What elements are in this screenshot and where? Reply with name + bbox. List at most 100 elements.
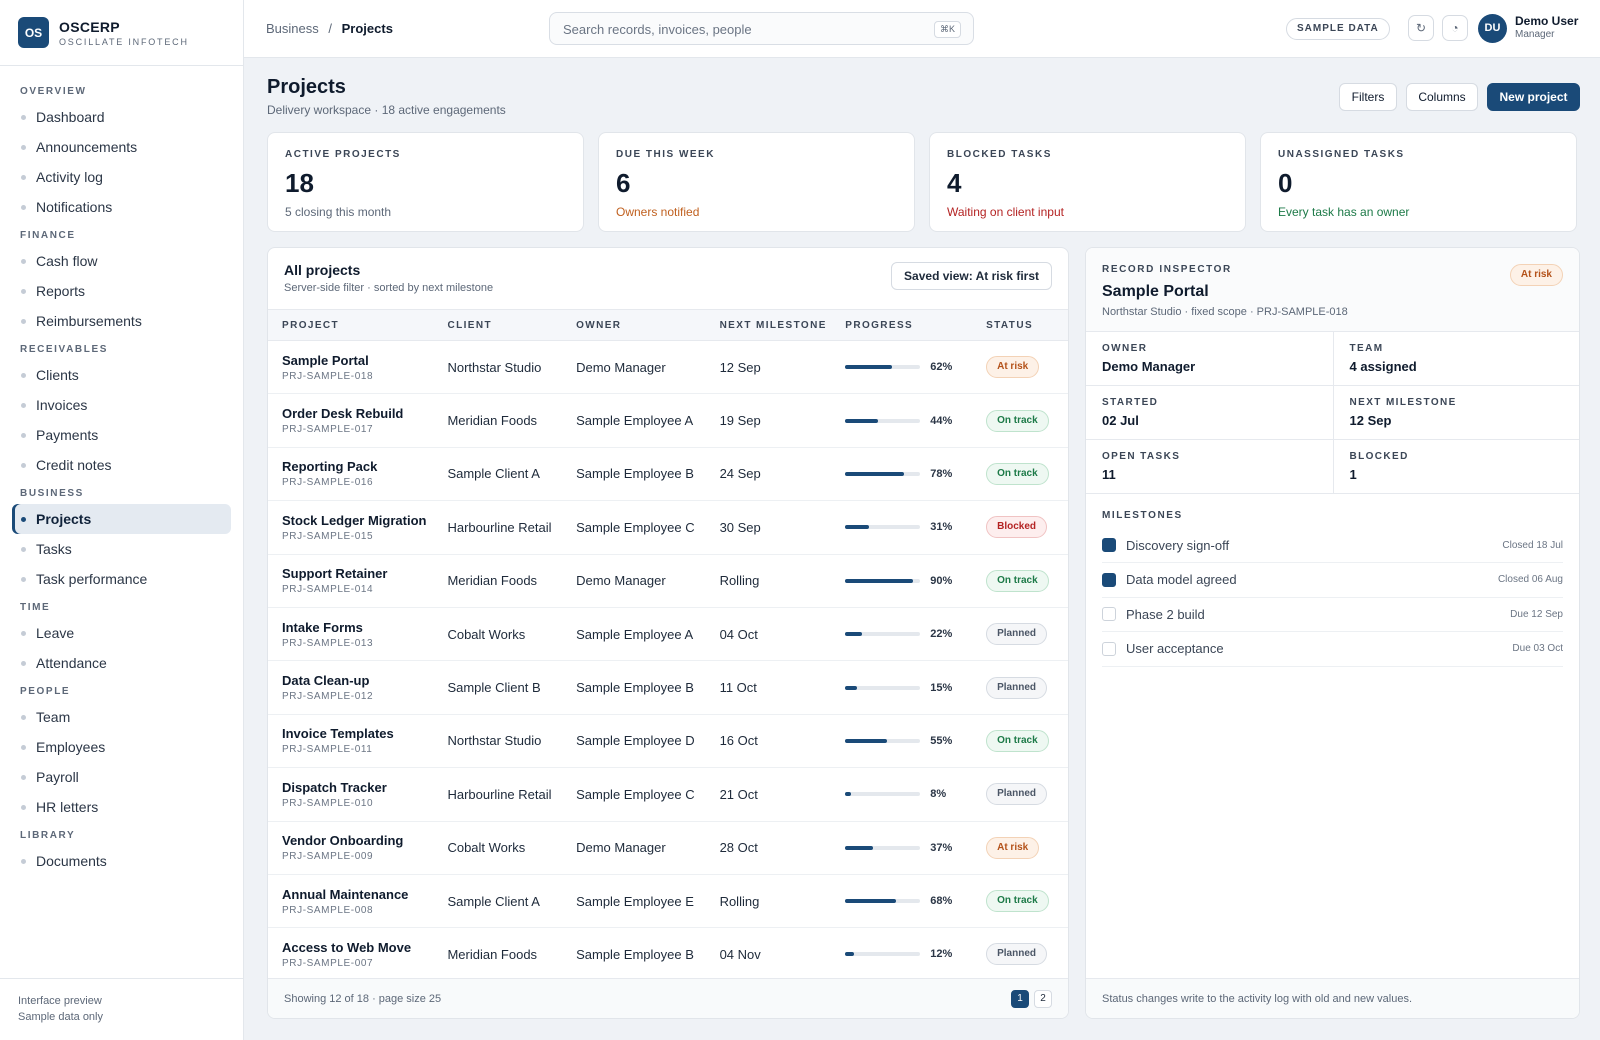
column-header-owner[interactable]: OWNER [562,309,706,341]
stat-note: Every task has an owner [1278,205,1410,219]
sidebar-item-label: Reports [36,283,86,299]
project-name[interactable]: Sample Portal [282,352,369,368]
table-row[interactable]: Stock Ledger Migration PRJ-SAMPLE-015 Harb… [268,500,1068,555]
table-row[interactable]: Invoice Templates PRJ-SAMPLE-011 Northstar… [268,714,1068,769]
stat-value: 6 [616,168,631,198]
table-row[interactable]: Reporting Pack PRJ-SAMPLE-016 Sample Clien… [268,447,1068,502]
progress-track [845,738,921,743]
table-row[interactable]: Order Desk Rebuild PRJ-SAMPLE-017 Meridian… [268,393,1068,448]
status-badge[interactable]: Planned [986,676,1047,699]
sidebar-item-announcements[interactable]: Announcements [12,132,231,162]
sidebar-item-activity-log[interactable]: Activity log [12,162,231,192]
project-name[interactable]: Invoice Templates [282,726,394,742]
columns-button[interactable]: Columns [1406,83,1478,111]
table-row[interactable]: Access to Web Move PRJ-SAMPLE-007 Meridian… [268,927,1068,982]
sidebar-item-tasks[interactable]: Tasks [12,534,231,564]
sidebar-item-documents[interactable]: Documents [12,846,231,876]
sidebar-item-reports[interactable]: Reports [12,276,231,306]
user-menu[interactable]: Demo User Manager [1515,14,1578,40]
status-badge[interactable]: On track [986,569,1049,592]
milestone-item[interactable]: Phase 2 build Due 12 Sep [1102,597,1563,632]
project-name[interactable]: Order Desk Rebuild [282,406,404,422]
sidebar-item-cash-flow[interactable]: Cash flow [12,246,231,276]
status-badge[interactable]: On track [986,729,1049,752]
status-badge[interactable]: At risk [986,836,1040,859]
search-input[interactable]: Search records, invoices, people ⌘K [549,12,974,45]
owner-cell: Sample Employee C [562,767,706,822]
sidebar-item-clients[interactable]: Clients [12,360,231,390]
table-row[interactable]: Sample Portal PRJ-SAMPLE-018 Northstar Stu… [268,340,1068,395]
filters-button[interactable]: Filters [1339,83,1397,111]
sidebar-item-team[interactable]: Team [12,702,231,732]
status-badge[interactable]: Planned [986,623,1047,646]
project-name[interactable]: Annual Maintenance [282,886,409,902]
theme-toggle-icon[interactable]: ◔ [1442,15,1468,41]
column-header-project[interactable]: PROJECT [268,309,434,341]
milestone-checkbox[interactable] [1102,538,1116,552]
table-row[interactable]: Support Retainer PRJ-SAMPLE-014 Meridian F… [268,554,1068,608]
sidebar-item-employees[interactable]: Employees [12,732,231,762]
table-row[interactable]: Intake Forms PRJ-SAMPLE-013 Cobalt Works Sa… [268,607,1068,662]
owner-cell: Sample Employee C [562,500,706,555]
page-button-2[interactable]: 2 [1034,990,1052,1008]
table-row[interactable]: Vendor Onboarding PRJ-SAMPLE-009 Cobalt Wo… [268,821,1068,875]
sidebar-item-attendance[interactable]: Attendance [12,648,231,678]
sidebar-item-payroll[interactable]: Payroll [12,762,231,792]
sidebar-item-invoices[interactable]: Invoices [12,390,231,420]
breadcrumb-current: Projects [341,21,393,36]
sidebar-item-reimbursements[interactable]: Reimbursements [12,306,231,336]
project-id: PRJ-SAMPLE-010 [282,797,374,809]
new-project-button[interactable]: New project [1487,83,1580,111]
page-button-1[interactable]: 1 [1011,990,1029,1008]
sidebar-item-projects[interactable]: Projects [12,504,231,534]
project-cell: Sample Portal PRJ-SAMPLE-018 [268,340,434,395]
table-row[interactable]: Annual Maintenance PRJ-SAMPLE-008 Sample C… [268,874,1068,929]
user-name: Demo User [1515,14,1579,28]
stat-card-unassigned-tasks: UNASSIGNED TASKS 0 Every task has an owner [1260,132,1577,232]
project-name[interactable]: Support Retainer [282,566,388,582]
table-row[interactable]: Data Clean-up PRJ-SAMPLE-012 Sample Client… [268,660,1068,715]
column-header-progress[interactable]: PROGRESS [831,309,973,341]
sidebar-item-notifications[interactable]: Notifications [12,192,231,222]
project-id: PRJ-SAMPLE-016 [282,477,374,489]
status-badge[interactable]: Blocked [986,516,1047,539]
project-name[interactable]: Reporting Pack [282,459,378,475]
avatar[interactable]: DU [1478,14,1507,43]
status-badge[interactable]: Planned [986,783,1047,806]
table-row[interactable]: Dispatch Tracker PRJ-SAMPLE-010 Harbourlin… [268,767,1068,822]
project-name[interactable]: Dispatch Tracker [282,779,387,795]
sidebar-item-dashboard[interactable]: Dashboard [12,102,231,132]
status-badge[interactable]: At risk [986,356,1040,379]
refresh-icon[interactable]: ↻ [1408,15,1434,41]
milestone-item[interactable]: Data model agreed Closed 06 Aug [1102,563,1563,598]
sidebar-item-task-performance[interactable]: Task performance [12,564,231,594]
milestone-checkbox[interactable] [1102,607,1116,621]
project-name[interactable]: Vendor Onboarding [282,833,404,849]
column-header-client[interactable]: CLIENT [433,309,563,341]
column-header-status[interactable]: STATUS [972,309,1068,341]
status-badge[interactable]: Planned [986,943,1047,966]
project-name[interactable]: Data Clean-up [282,673,370,689]
status-badge[interactable]: On track [986,409,1049,432]
project-name[interactable]: Intake Forms [282,619,363,635]
status-badge[interactable]: On track [986,462,1049,485]
project-name[interactable]: Stock Ledger Migration [282,512,427,528]
milestone-item[interactable]: User acceptance Due 03 Oct [1102,632,1563,667]
progress-track [845,685,921,690]
sidebar-item-hr-letters[interactable]: HR letters [12,792,231,822]
sidebar-item-leave[interactable]: Leave [12,618,231,648]
milestone-checkbox[interactable] [1102,572,1116,587]
status-badge[interactable]: On track [986,890,1049,913]
sidebar-item-credit-notes[interactable]: Credit notes [12,450,231,480]
milestone-checkbox[interactable] [1102,641,1116,656]
inspector-status-badge[interactable]: At risk [1509,264,1563,286]
saved-view-button[interactable]: Saved view: At risk first [891,262,1052,290]
brand[interactable]: OS OSCERP OSCILLATE INFOTECH [0,0,243,66]
sidebar-item-payments[interactable]: Payments [12,420,231,450]
project-name[interactable]: Access to Web Move [282,939,412,955]
column-header-next-milestone[interactable]: NEXT MILESTONE [705,309,832,341]
field-blocked: BLOCKED 1 [1332,440,1579,494]
progress-cell: 22% [831,607,973,662]
milestone-item[interactable]: Discovery sign-off Closed 18 Jul [1102,528,1563,563]
breadcrumb-parent[interactable]: Business [266,21,319,36]
